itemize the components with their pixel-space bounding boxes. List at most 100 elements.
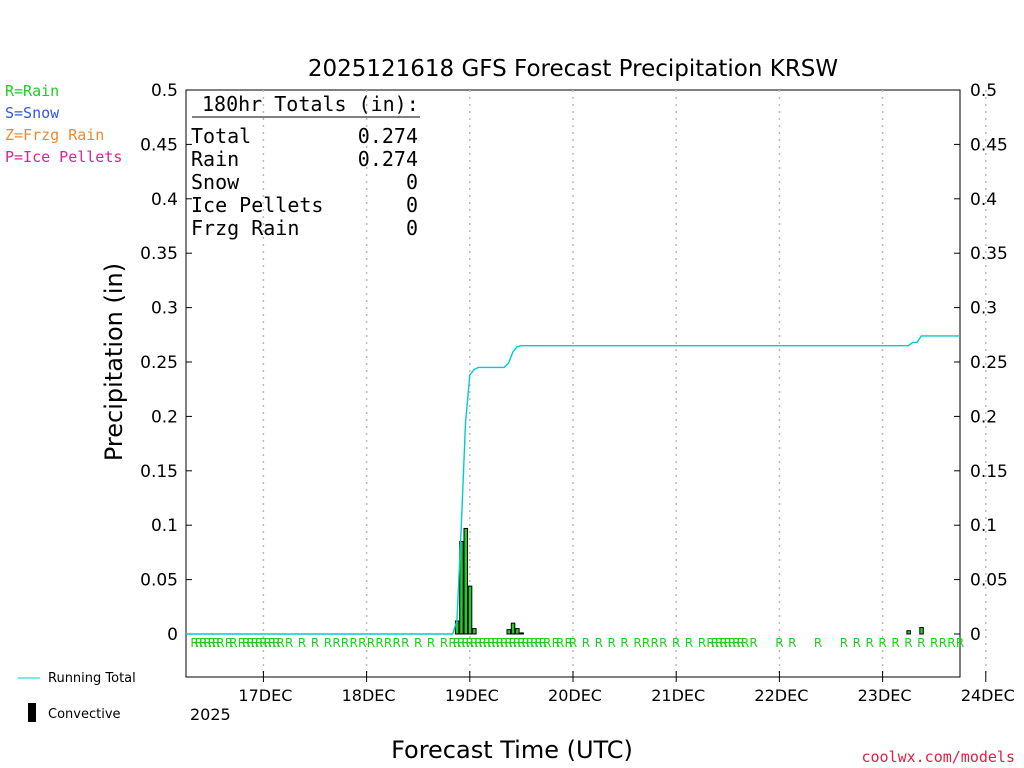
totals-row-label: Snow bbox=[191, 170, 240, 194]
totals-row-label: Total bbox=[191, 124, 251, 148]
ptype-marker: R bbox=[251, 636, 259, 650]
ptype-marker: R bbox=[930, 636, 938, 650]
ptype-marker: R bbox=[728, 636, 736, 650]
ptype-marker: R bbox=[651, 636, 659, 650]
x-tick-label: 18DEC bbox=[342, 686, 396, 705]
ptype-marker: R bbox=[341, 636, 349, 650]
ptype-marker: R bbox=[659, 636, 667, 650]
ptype-marker: R bbox=[367, 636, 375, 650]
ptype-marker: R bbox=[517, 636, 525, 650]
ptype-marker: R bbox=[285, 636, 293, 650]
y-axis-left: 0 0.05 0.1 0.15 0.2 0.25 0.3 0.35 0.4 0.45 0.5 bbox=[140, 81, 192, 645]
ptype-marker: R bbox=[685, 636, 693, 650]
x-axis: 17DEC 18DEC 19DEC 20DEC 21DEC 22DEC 23DEC 24DEC bbox=[238, 671, 1015, 705]
y-tick-label-right: 0.3 bbox=[970, 299, 997, 319]
y-tick-label-left: 0.3 bbox=[151, 299, 178, 319]
y-tick-label-right: 0.4 bbox=[970, 190, 997, 210]
ptype-marker: R bbox=[840, 636, 848, 650]
ptype-marker: R bbox=[878, 636, 886, 650]
y-axis-right: 0 0.05 0.1 0.15 0.2 0.25 0.3 0.35 0.4 0.45 0.5 bbox=[954, 81, 1008, 645]
legend-frzg-rain: Z=Frzg Rain bbox=[5, 126, 105, 144]
ptype-marker: R bbox=[298, 636, 306, 650]
ptype-marker: R bbox=[216, 636, 224, 650]
ptype-marker: R bbox=[440, 636, 448, 650]
y-tick-label-left: 0.05 bbox=[140, 571, 178, 591]
ptype-marker: R bbox=[552, 636, 560, 650]
precip-bar bbox=[515, 628, 520, 635]
ptype-marker: R bbox=[190, 636, 198, 650]
convective-legend-label: Convective bbox=[48, 707, 121, 722]
y-tick-label-left: 0.45 bbox=[140, 135, 178, 155]
totals-box: 180hr Totals (in): Total 0.274 Rain 0.274 Sno… bbox=[191, 92, 420, 240]
ptype-marker: R bbox=[620, 636, 628, 650]
ptype-marker: R bbox=[268, 636, 276, 650]
ptype-marker: R bbox=[324, 636, 332, 650]
ptype-marker: R bbox=[208, 636, 216, 650]
ptype-marker: R bbox=[461, 636, 469, 650]
precip-bar bbox=[919, 626, 924, 635]
ptype-marker: R bbox=[633, 636, 641, 650]
ptype-marker: R bbox=[272, 636, 280, 650]
ptype-marker: R bbox=[904, 636, 912, 650]
ptype-marker: R bbox=[358, 636, 366, 650]
chart-title: 2025121618 GFS Forecast Precipitation KR… bbox=[308, 56, 838, 82]
ptype-marker: R bbox=[238, 636, 246, 650]
ptype-marker: R bbox=[569, 636, 577, 650]
ptype-marker: R bbox=[500, 636, 508, 650]
x-tick-label: 22DEC bbox=[754, 686, 808, 705]
totals-row-value: 0.274 bbox=[358, 124, 418, 148]
ptype-marker: R bbox=[711, 636, 719, 650]
ptype-marker: R bbox=[749, 636, 757, 650]
totals-row-label: Frzg Rain bbox=[191, 216, 299, 240]
x-axis-label: Forecast Time (UTC) bbox=[391, 736, 633, 764]
y-tick-label-left: 0.1 bbox=[151, 516, 178, 536]
ptype-marker: R bbox=[642, 636, 650, 650]
vertical-gridlines bbox=[262, 90, 987, 677]
ptype-marker: R bbox=[212, 636, 220, 650]
y-tick-label-right: 0 bbox=[970, 625, 981, 645]
totals-row-label: Ice Pellets bbox=[191, 193, 323, 217]
totals-header: 180hr Totals (in): bbox=[202, 92, 419, 116]
ptype-marker: R bbox=[741, 636, 749, 650]
ptype-marker: R bbox=[255, 636, 263, 650]
ptype-marker: R bbox=[375, 636, 383, 650]
x-tick-label: 20DEC bbox=[548, 686, 602, 705]
ptype-marker: R bbox=[491, 636, 499, 650]
ptype-marker: R bbox=[530, 636, 538, 650]
ptype-marker: R bbox=[242, 636, 250, 650]
credit-text: coolwx.com/models bbox=[861, 748, 1015, 766]
ptype-marker: R bbox=[582, 636, 590, 650]
x-tick-label: 23DEC bbox=[858, 686, 912, 705]
y-axis-label: Precipitation (in) bbox=[100, 263, 128, 461]
ptype-marker: R bbox=[814, 636, 822, 650]
totals-row-value: 0 bbox=[406, 193, 418, 217]
y-tick-label-right: 0.15 bbox=[970, 462, 1008, 482]
ptype-marker: R bbox=[483, 636, 491, 650]
ptype-marker: R bbox=[732, 636, 740, 650]
precip-bar bbox=[510, 622, 516, 635]
ptype-marker: R bbox=[384, 636, 392, 650]
precip-bar bbox=[459, 541, 464, 635]
ptype-marker: R bbox=[195, 636, 203, 650]
ptype-marker: R bbox=[539, 636, 547, 650]
ptype-marker: R bbox=[534, 636, 542, 650]
ptype-marker: R bbox=[453, 636, 461, 650]
precip-bar bbox=[906, 630, 911, 635]
legend-rain: R=Rain bbox=[5, 82, 60, 100]
ptype-marker: R bbox=[504, 636, 512, 650]
y-tick-label-left: 0.4 bbox=[151, 190, 178, 210]
precip-bar bbox=[472, 628, 477, 635]
ptype-marker: R bbox=[414, 636, 422, 650]
ptype-marker: R bbox=[457, 636, 465, 650]
ptype-marker: R bbox=[487, 636, 495, 650]
totals-row-value: 0 bbox=[406, 170, 418, 194]
y-tick-label-right: 0.5 bbox=[970, 81, 997, 101]
ptype-marker: R bbox=[203, 636, 211, 650]
ptype-marker: R bbox=[479, 636, 487, 650]
ptype-marker: R bbox=[522, 636, 530, 650]
y-tick-label-right: 0.35 bbox=[970, 244, 1008, 264]
ptype-marker: R bbox=[715, 636, 723, 650]
legend-snow: S=Snow bbox=[5, 104, 60, 122]
ptype-marker: R bbox=[556, 636, 564, 650]
